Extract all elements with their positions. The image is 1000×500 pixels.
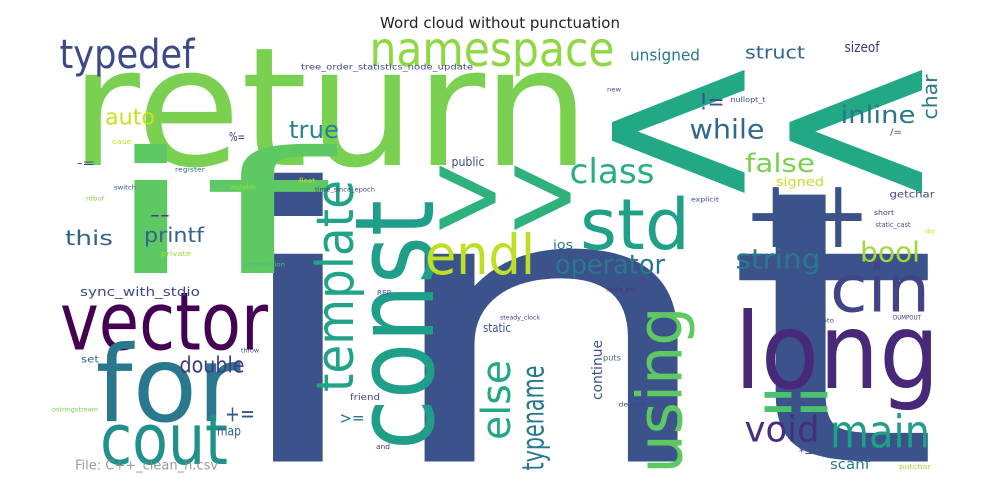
word: static: [483, 321, 511, 335]
word: switch: [114, 185, 136, 192]
word: explicit: [691, 197, 720, 204]
word: make_pair: [607, 287, 638, 294]
footer: File: C++_clean_h.csv: [75, 459, 218, 474]
word: if: [100, 116, 339, 314]
word: -=: [77, 156, 95, 170]
word: main: [830, 406, 930, 459]
word: register: [175, 167, 206, 174]
word: steady_clock: [500, 315, 541, 322]
word: putchar: [899, 463, 931, 471]
word: return: [70, 12, 590, 204]
word: throw: [241, 348, 259, 355]
word: /=: [890, 128, 902, 138]
word: *=: [799, 445, 813, 459]
word: goto: [818, 318, 834, 325]
word: cin: [830, 253, 930, 328]
word: typename: [517, 366, 552, 471]
word: <<: [590, 0, 945, 259]
word: float: [299, 178, 316, 185]
word: ostringstream: [52, 407, 98, 414]
word: cout: [100, 399, 228, 481]
word: signed: [776, 175, 824, 189]
chart-title: Word cloud without punctuation: [380, 14, 620, 32]
word: set: [81, 355, 99, 366]
word: +=: [225, 403, 255, 428]
word: vector: [60, 276, 268, 369]
word: break: [784, 232, 821, 248]
word: else: [474, 360, 520, 440]
word: static_cast: [876, 221, 911, 229]
word: string: [736, 243, 821, 276]
word: map: [217, 425, 241, 440]
word: inline: [841, 101, 916, 129]
word: ==: [760, 359, 832, 441]
word: rdbuf: [86, 196, 105, 203]
word: friend: [350, 393, 380, 403]
word: double: [180, 354, 245, 379]
word: getchar: [890, 190, 936, 201]
word: sync_with_stdio: [80, 285, 200, 299]
word: short: [874, 209, 894, 217]
word: %=: [229, 130, 245, 144]
word: nullopt_t: [731, 96, 766, 104]
word: REP: [377, 289, 391, 297]
word: const: [331, 200, 459, 450]
word: this: [65, 226, 113, 250]
word: true: [289, 116, 339, 144]
word: while: [690, 115, 765, 146]
word: sizeof: [845, 40, 881, 56]
word: time_since_epoch: [315, 187, 375, 194]
word: setprecision: [243, 262, 285, 269]
word: do: [925, 229, 935, 236]
word: public: [452, 155, 485, 169]
word: printf: [144, 223, 205, 247]
word: char: [918, 74, 942, 120]
word: template: [306, 180, 366, 392]
word: new: [607, 87, 621, 94]
word: for: [96, 324, 242, 446]
word: default: [619, 402, 647, 409]
word: auto: [105, 106, 155, 131]
word: continue: [590, 340, 606, 400]
word: unsigned: [630, 46, 700, 65]
word: typedef: [60, 32, 196, 78]
word: ios: [553, 238, 573, 252]
word: void: [745, 410, 820, 451]
word: endl: [425, 223, 535, 287]
word: >=: [340, 409, 365, 428]
word: tree_order_statistics_node_update: [301, 63, 473, 72]
word: mutable: [230, 185, 256, 192]
word: case: [112, 138, 132, 146]
word: namespace: [370, 22, 615, 78]
word: ++: [745, 160, 870, 270]
word: false: [745, 149, 815, 179]
word: using: [624, 307, 697, 474]
word: DUMPOUT: [893, 315, 921, 322]
word: and: [376, 443, 390, 451]
word: rb_tree_tag: [593, 273, 627, 280]
word: --: [150, 205, 170, 226]
word: struct: [745, 43, 805, 64]
word: !=: [700, 91, 725, 116]
word: bool: [860, 236, 920, 269]
word: scanf: [830, 457, 871, 473]
word: int: [221, 109, 941, 500]
word: std: [580, 184, 690, 266]
word: long: [735, 291, 940, 413]
word: puts: [603, 354, 621, 363]
word: operator: [555, 250, 666, 281]
word: >>: [430, 126, 580, 265]
word: class: [570, 152, 655, 192]
word: private: [161, 250, 191, 258]
